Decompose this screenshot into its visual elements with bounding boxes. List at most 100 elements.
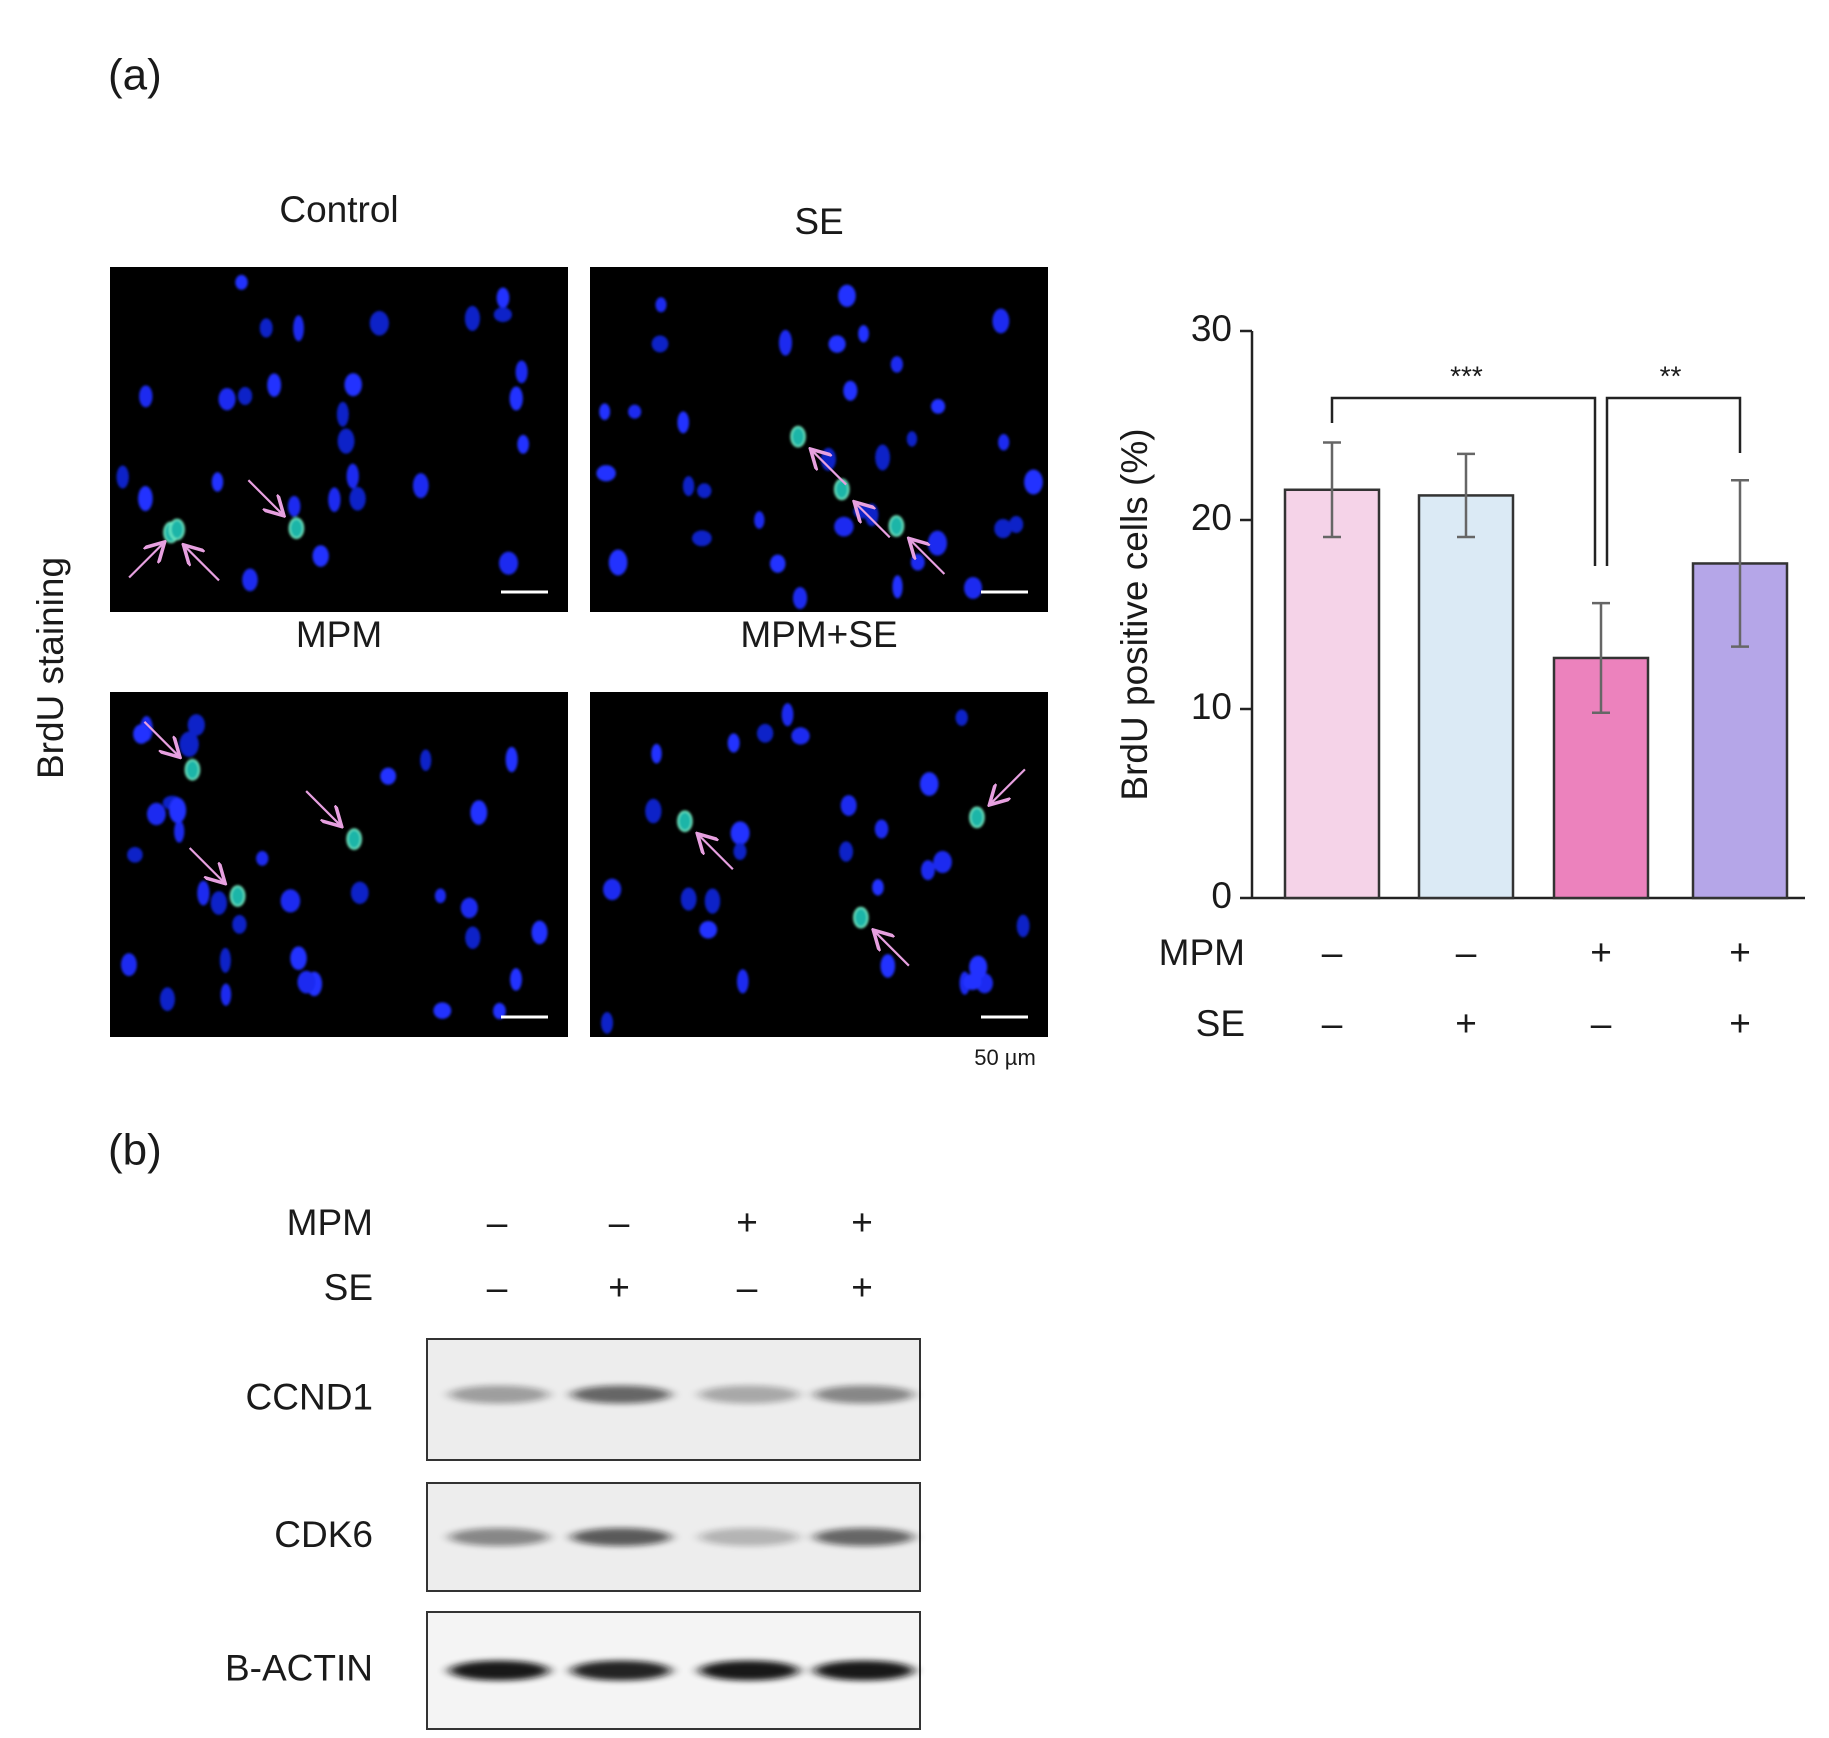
nucleus xyxy=(493,307,512,323)
nucleus xyxy=(963,973,982,991)
nucleus xyxy=(781,703,794,727)
nucleus xyxy=(127,846,143,863)
band xyxy=(449,1528,549,1546)
nucleus xyxy=(460,897,478,919)
nucleus xyxy=(601,1012,614,1034)
nucleus xyxy=(369,310,389,336)
nucleus xyxy=(505,746,518,773)
condition-name: MPM xyxy=(287,1202,373,1243)
nucleus xyxy=(769,554,786,573)
scale-bar-label: 50 µm xyxy=(974,1045,1036,1070)
nucleus xyxy=(1016,914,1030,938)
nucleus xyxy=(344,373,362,397)
nucleus xyxy=(420,749,432,771)
nucleus xyxy=(838,284,856,308)
nucleus xyxy=(297,970,316,994)
nucleus xyxy=(791,727,810,745)
arrow xyxy=(188,847,224,882)
band xyxy=(571,1660,671,1681)
nucleus xyxy=(596,465,616,482)
condition-sign: + xyxy=(1455,1003,1477,1044)
nucleus xyxy=(509,386,523,411)
nuclei xyxy=(596,284,1043,610)
nucleus xyxy=(211,472,224,492)
nucleus xyxy=(839,841,854,862)
arrow xyxy=(247,479,282,514)
image-title: Control xyxy=(279,189,398,230)
positive-nucleus xyxy=(288,517,305,539)
nucleus xyxy=(603,878,622,901)
band xyxy=(699,1528,799,1546)
nucleus xyxy=(259,318,273,338)
nucleus xyxy=(1024,469,1043,495)
nucleus xyxy=(328,487,341,512)
condition-sign: – xyxy=(487,1202,508,1243)
positive-nucleus xyxy=(834,478,850,501)
nucleus xyxy=(116,465,129,489)
condition-sign: – xyxy=(1322,932,1343,973)
band xyxy=(814,1660,914,1681)
nucleus xyxy=(336,401,349,427)
bar xyxy=(1417,494,1515,900)
nucleus xyxy=(969,955,988,979)
significance-bracket xyxy=(1330,396,1597,566)
band xyxy=(449,1385,549,1404)
nucleus xyxy=(464,305,480,331)
nucleus xyxy=(146,802,166,826)
positive-nucleus xyxy=(184,759,201,781)
nucleus xyxy=(290,946,307,971)
band xyxy=(699,1385,799,1404)
arrow xyxy=(143,721,178,756)
nucleus xyxy=(828,335,846,353)
nucleus xyxy=(992,308,1010,334)
nucleus xyxy=(756,723,774,743)
band xyxy=(814,1385,914,1404)
blot-label: CDK6 xyxy=(274,1514,373,1555)
nucleus xyxy=(843,380,858,401)
nucleus xyxy=(256,851,269,866)
condition-sign: + xyxy=(1590,932,1612,973)
positive-nucleus xyxy=(790,425,806,448)
band xyxy=(699,1660,799,1681)
arrow xyxy=(856,503,891,539)
nucleus xyxy=(692,530,712,547)
nucleus xyxy=(242,568,258,592)
condition-sign: + xyxy=(736,1202,758,1243)
condition-sign: – xyxy=(487,1267,508,1308)
condition-sign: + xyxy=(1729,932,1751,973)
nucleus xyxy=(346,463,359,489)
condition-sign: + xyxy=(851,1202,873,1243)
nucleus xyxy=(280,889,301,913)
nucleus xyxy=(219,947,231,973)
nucleus xyxy=(210,891,227,915)
nucleus xyxy=(337,428,355,454)
band xyxy=(814,1528,914,1546)
nucleus xyxy=(892,575,903,599)
positive-nucleus xyxy=(169,518,185,541)
condition-sign: – xyxy=(1456,932,1477,973)
condition-sign: – xyxy=(1322,1003,1343,1044)
arrow xyxy=(305,790,340,825)
arrow xyxy=(991,768,1026,803)
nucleus xyxy=(754,511,765,529)
y-tick-label: 10 xyxy=(1191,686,1232,727)
nucleus xyxy=(677,411,690,434)
nucleus xyxy=(1009,516,1024,534)
positive-nucleus xyxy=(346,828,362,850)
nucleus xyxy=(880,954,896,978)
significance-bracket xyxy=(1605,396,1742,566)
nucleus xyxy=(187,714,205,736)
nucleus xyxy=(910,553,925,571)
positive-nucleus xyxy=(969,806,985,829)
bar xyxy=(1283,488,1381,900)
nucleus xyxy=(287,495,301,517)
positive-nucleus xyxy=(229,885,246,907)
nucleus xyxy=(682,476,695,497)
error-bar xyxy=(1323,441,1341,539)
nucleus xyxy=(179,731,199,757)
positive-nucleus xyxy=(677,810,693,832)
nucleus xyxy=(834,516,854,537)
nucleus xyxy=(531,920,548,945)
nucleus xyxy=(994,518,1012,539)
